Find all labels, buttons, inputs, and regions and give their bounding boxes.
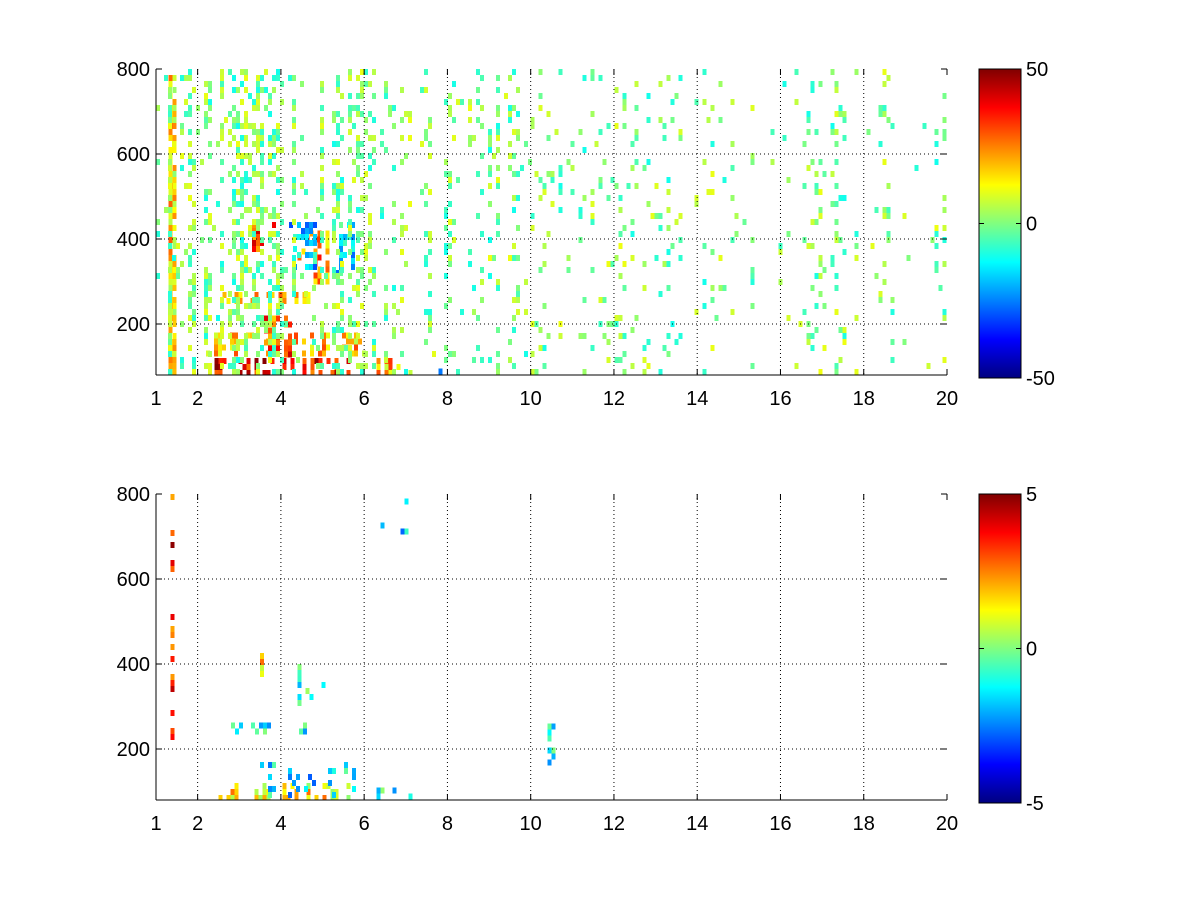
x-tick-label: 16 [769, 388, 791, 410]
colorbar [978, 68, 1022, 379]
y-tick-label: 600 [117, 569, 150, 591]
y-tick-label: 800 [117, 59, 150, 81]
heatmap-region-7 [170, 494, 175, 740]
x-tick-label: 20 [936, 388, 958, 410]
colorbar-tick-label: 5 [1026, 484, 1037, 506]
x-tick-label: 10 [520, 813, 542, 835]
colorbar-tick-label: 0 [1026, 214, 1037, 236]
heatmap-region-4 [259, 653, 264, 677]
x-tick-label: 16 [769, 813, 791, 835]
x-tick-label: 12 [603, 813, 625, 835]
y-tick-label: 400 [117, 229, 150, 251]
heatmap-region-13 [364, 69, 533, 375]
grid-lines [156, 69, 947, 375]
heatmap-region-5 [297, 664, 326, 706]
x-tick-label: 4 [275, 388, 286, 410]
x-tick-label: 2 [192, 813, 203, 835]
heatmap-cells [170, 494, 556, 800]
x-tick-label: 2 [192, 388, 203, 410]
x-tick-label: 8 [442, 388, 453, 410]
x-tick-label: 6 [359, 813, 370, 835]
heatmap-region-9 [547, 723, 556, 766]
colorbar-tick-label: 50 [1026, 59, 1048, 81]
heatmap-region-8 [380, 498, 409, 535]
heatmap-region-6 [230, 722, 307, 735]
x-tick-label: 20 [936, 813, 958, 835]
x-tick-label: 12 [603, 388, 625, 410]
x-tick-label: 4 [275, 813, 286, 835]
heatmap-region-14 [530, 69, 947, 375]
x-tick-label: 10 [520, 388, 542, 410]
colorbar-tick-label: -50 [1026, 368, 1055, 390]
heatmap-region-4 [438, 368, 443, 375]
heatmap-region-2 [260, 761, 357, 798]
x-tick-label: 14 [686, 388, 708, 410]
x-tick-label: 18 [853, 813, 875, 835]
x-tick-label: 18 [853, 388, 875, 410]
y-tick-label: 200 [117, 314, 150, 336]
heatmap-region-12 [156, 69, 364, 375]
x-tick-label: 1 [150, 813, 161, 835]
x-tick-label: 6 [359, 388, 370, 410]
colorbar [978, 493, 1022, 804]
x-tick-label: 14 [686, 813, 708, 835]
y-tick-label: 600 [117, 144, 150, 166]
colorbar-tick-label: -5 [1026, 793, 1044, 815]
y-tick-label: 400 [117, 654, 150, 676]
x-tick-label: 1 [150, 388, 161, 410]
y-tick-label: 200 [117, 739, 150, 761]
heatmap-cells [156, 69, 947, 375]
heatmap-region-3 [376, 787, 413, 800]
x-tick-label: 8 [442, 813, 453, 835]
y-tick-label: 800 [117, 484, 150, 506]
grid-lines [156, 494, 947, 800]
colorbar-tick-label: 0 [1026, 639, 1037, 661]
